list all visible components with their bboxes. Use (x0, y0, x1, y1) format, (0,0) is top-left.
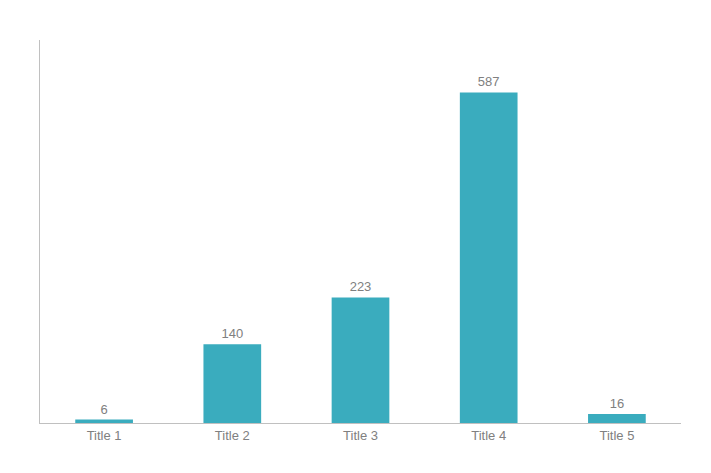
svg-text:Title 5: Title 5 (599, 428, 634, 443)
svg-text:587: 587 (478, 74, 500, 89)
svg-text:140: 140 (221, 326, 243, 341)
svg-text:16: 16 (610, 396, 624, 411)
svg-text:Title 3: Title 3 (343, 428, 378, 443)
svg-text:6: 6 (100, 402, 107, 417)
svg-text:Title 4: Title 4 (471, 428, 506, 443)
svg-text:223: 223 (350, 279, 372, 294)
svg-text:Title 1: Title 1 (87, 428, 122, 443)
svg-text:Title 2: Title 2 (215, 428, 250, 443)
